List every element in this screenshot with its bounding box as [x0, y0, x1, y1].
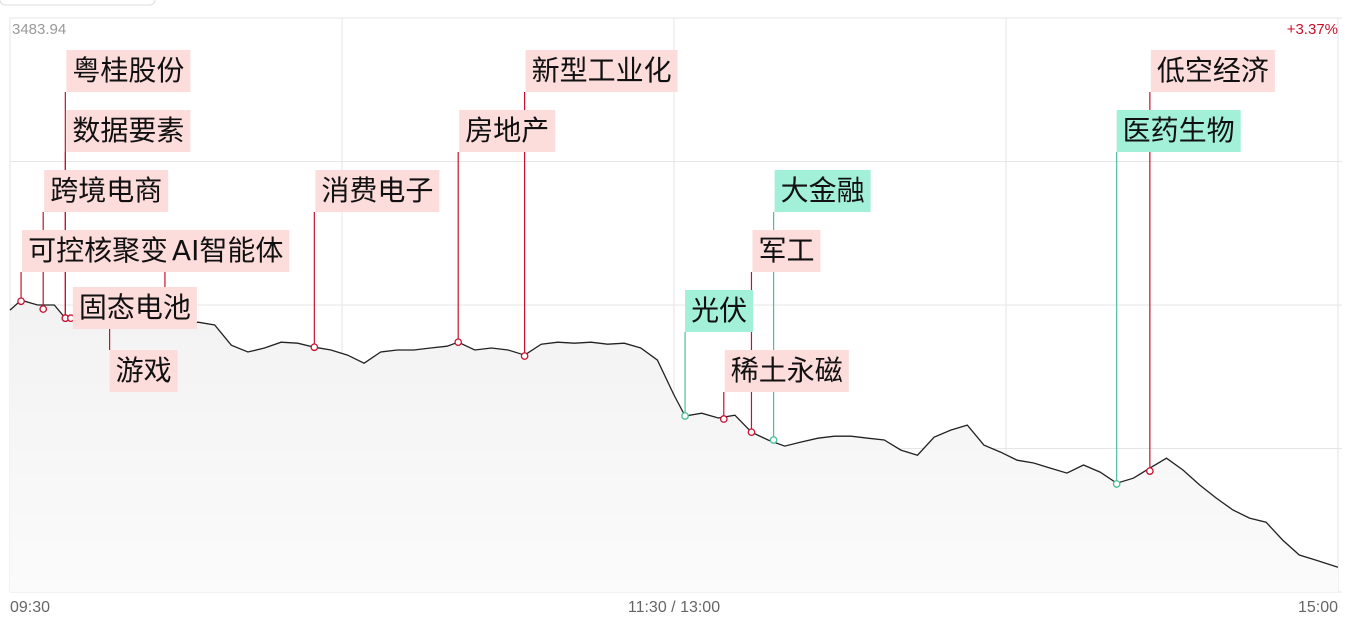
annotation-dot [39, 305, 48, 313]
annotation-dot [520, 352, 529, 360]
annotation-label: 光伏 [691, 294, 747, 327]
annotation-box [165, 230, 290, 272]
annotation-box [315, 170, 440, 212]
annotation-label: 低空经济 [1157, 54, 1269, 87]
annotation-label: 房地产 [465, 114, 549, 147]
annotation-box [752, 230, 821, 272]
annotation-dot [1112, 480, 1121, 488]
line [9, 299, 1339, 568]
annotation-label: 军工 [758, 234, 814, 267]
annotation-dot [747, 428, 756, 437]
annotation-box [1150, 50, 1275, 92]
top-button[interactable] [0, 0, 156, 6]
annotation-box [66, 110, 191, 152]
annotation-label: 稀土永磁 [731, 354, 843, 387]
annotation-box [44, 170, 169, 212]
annotation-box [109, 350, 178, 392]
y2-tick-label: +3.37% [1287, 21, 1338, 38]
area [10, 300, 1338, 592]
annotation-label: 医药生物 [1123, 114, 1235, 147]
annotation-dot [1146, 467, 1154, 475]
annotation-box [72, 287, 197, 329]
annotation-box [724, 350, 849, 392]
annotation-label: 可控核聚变 [28, 234, 168, 267]
annotation-box [774, 170, 871, 212]
x-tick-label: 09:30 [10, 599, 50, 616]
x-tick-label: 15:00 [1298, 599, 1338, 616]
annotation-label: 游戏 [116, 354, 172, 387]
annotation-dot [310, 343, 319, 352]
x-tick-label: 11:30 / 13:00 [628, 599, 720, 616]
annotation-label: 粤桂股份 [72, 54, 184, 87]
y-tick-label: 3483.94 [12, 21, 66, 38]
annotation-label: 大金融 [781, 174, 865, 207]
annotation-dot [681, 412, 689, 420]
annotation-label: 数据要素 [72, 114, 184, 147]
annotation-dot [17, 297, 25, 306]
annotation-box [685, 290, 754, 332]
annotation-box [525, 50, 678, 92]
annotation-label: 跨境电商 [50, 174, 162, 207]
annotation-dot [719, 415, 728, 423]
annotation-box [22, 230, 175, 272]
annotation-dot [454, 338, 463, 347]
annotation-box [459, 110, 556, 152]
annotation-label: 消费电子 [321, 174, 433, 207]
annotation-label: AI智能体 [172, 234, 283, 267]
annotation-box [1116, 110, 1241, 152]
annotation-dot [769, 436, 778, 444]
annotation-label: 新型工业化 [532, 54, 672, 87]
annotation-box [66, 50, 191, 92]
annotation-label: 固态电池 [79, 291, 191, 324]
